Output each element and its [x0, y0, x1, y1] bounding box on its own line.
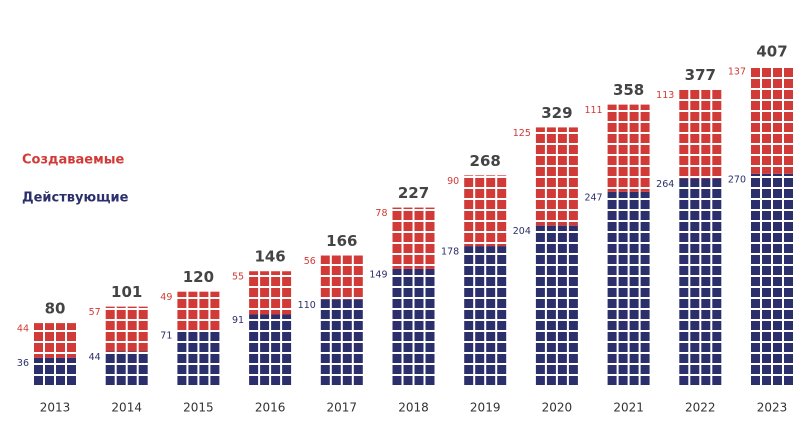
total-label: 101 — [111, 283, 142, 301]
x-tick-label: 2013 — [40, 401, 71, 415]
total-label: 166 — [326, 232, 357, 250]
bar-segment — [319, 299, 364, 386]
value-label: 149 — [369, 269, 387, 280]
bar-segment — [319, 255, 364, 300]
value-label: 111 — [584, 105, 602, 116]
x-tick-label: 2014 — [111, 401, 142, 415]
value-label: 110 — [298, 300, 316, 311]
total-label: 80 — [45, 300, 66, 318]
x-tick-label: 2015 — [183, 401, 214, 415]
bar-segment — [176, 291, 221, 331]
value-label: 78 — [375, 208, 387, 219]
bar-segment — [606, 104, 651, 192]
value-label: 113 — [656, 90, 674, 101]
value-label: 264 — [656, 179, 674, 190]
bar-segment — [104, 351, 149, 386]
value-label: 44 — [89, 352, 101, 363]
x-tick-label: 2021 — [613, 401, 644, 415]
value-label: 55 — [232, 272, 244, 283]
value-label: 56 — [304, 256, 316, 267]
total-label: 329 — [541, 104, 572, 122]
x-tick-label: 2017 — [327, 401, 358, 415]
x-tick-label: 2023 — [757, 401, 788, 415]
value-label: 125 — [513, 128, 531, 139]
value-label: 49 — [160, 292, 172, 303]
legend-entry: Действующие — [22, 191, 129, 206]
value-label: 137 — [728, 67, 746, 78]
x-tick-label: 2018 — [398, 401, 429, 415]
value-label: 178 — [441, 247, 459, 258]
bar-segment — [463, 175, 508, 247]
total-label: 407 — [756, 43, 787, 61]
value-label: 57 — [89, 307, 101, 318]
x-tick-label: 2016 — [255, 401, 286, 415]
x-tick-label: 2020 — [542, 401, 573, 415]
bar-segment — [33, 357, 77, 386]
total-label: 227 — [398, 184, 429, 202]
bar-segment — [534, 225, 579, 386]
bar-segment — [33, 323, 77, 358]
value-label: 91 — [232, 315, 244, 326]
x-tick-label: 2019 — [470, 401, 501, 415]
value-label: 90 — [447, 176, 459, 187]
total-label: 377 — [685, 66, 716, 84]
bar-segment — [391, 207, 436, 269]
bar-segment — [750, 173, 794, 386]
value-label: 247 — [584, 192, 602, 203]
bar-segment — [104, 306, 149, 352]
x-tick-label: 2022 — [685, 401, 716, 415]
bar-segment — [534, 127, 579, 226]
bar-segment — [678, 178, 723, 386]
value-label: 71 — [160, 331, 172, 342]
value-label: 270 — [728, 174, 746, 185]
bar-segment — [678, 89, 723, 179]
total-label: 120 — [183, 268, 214, 286]
legend-entry: Создаваемые — [22, 153, 124, 168]
bar-segment — [463, 246, 508, 386]
bar-segment — [391, 268, 436, 386]
bar-segment — [750, 66, 794, 174]
total-label: 358 — [613, 81, 644, 99]
total-label: 268 — [470, 152, 501, 170]
total-label: 146 — [254, 248, 285, 266]
value-label: 44 — [17, 324, 29, 335]
value-label: 36 — [17, 358, 29, 369]
bar-segment — [248, 314, 293, 386]
bar-segment — [176, 330, 221, 386]
bar-segment — [248, 271, 293, 315]
bar-segment — [606, 191, 651, 386]
value-label: 204 — [513, 226, 531, 237]
